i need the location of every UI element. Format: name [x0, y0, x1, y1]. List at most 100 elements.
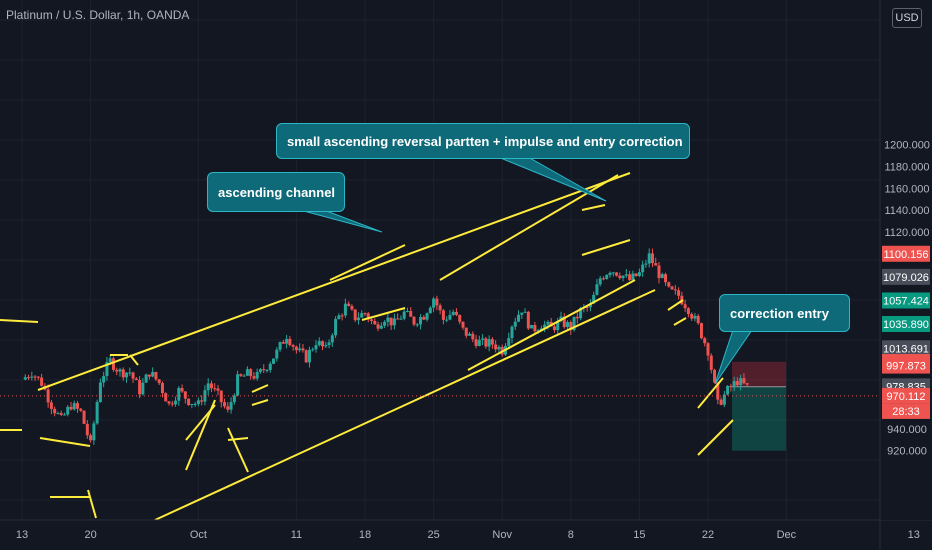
candle-body	[716, 382, 720, 400]
callout-correction-entry[interactable]: correction entry	[719, 294, 850, 332]
trendline	[251, 399, 269, 406]
candle-body	[601, 278, 605, 280]
price-tag-label: 1013.691	[883, 343, 929, 355]
candle-body	[49, 402, 53, 409]
candle-body	[317, 341, 321, 346]
candle-body	[458, 315, 462, 322]
candle-body	[216, 388, 220, 391]
price-tick-label: 920.000	[887, 446, 927, 458]
time-axis[interactable]: 13 20 Oct 11 18 25 Nov 8 15 22 Dec 13	[0, 519, 932, 550]
candle-body	[147, 374, 151, 377]
candle-body	[585, 307, 589, 309]
candle-body	[115, 369, 119, 372]
trendline	[227, 437, 249, 441]
candle-body	[677, 290, 681, 296]
candle-body	[356, 317, 360, 321]
candle-body	[174, 400, 178, 405]
candle-body	[226, 406, 230, 410]
candle-body	[72, 403, 76, 410]
candle-body	[53, 408, 57, 414]
candle-body	[337, 315, 341, 320]
candle-body	[490, 339, 494, 345]
candle-body	[376, 324, 380, 329]
callout-small-pattern[interactable]: small ascending reversal partten + impul…	[276, 123, 690, 159]
callout-small-pattern-text: small ascending reversal partten + impul…	[287, 133, 683, 149]
candle-body	[396, 318, 400, 320]
candle-body	[471, 333, 475, 340]
candle-body	[726, 385, 730, 395]
candle-body	[520, 312, 524, 315]
symbol-title[interactable]: Platinum / U.S. Dollar, 1h, OANDA	[6, 8, 190, 22]
callout-ascending-channel-text: ascending channel	[218, 184, 336, 200]
candle-body	[634, 273, 638, 276]
candle-body	[108, 358, 112, 363]
candle-body	[706, 343, 710, 356]
candle-body	[699, 323, 703, 339]
candle-body	[526, 311, 530, 329]
time-tick-label: 13	[908, 529, 920, 541]
price-tag-label: 970.112	[887, 391, 926, 403]
candle-body	[353, 309, 357, 321]
candle-body	[510, 326, 514, 339]
candle-body	[242, 375, 246, 377]
candle-body	[546, 321, 550, 325]
candle-body	[223, 402, 227, 407]
candle-body	[89, 435, 93, 441]
candle-body	[451, 311, 455, 315]
candle-body	[435, 298, 439, 306]
candle-body	[539, 328, 543, 331]
candle-body	[523, 311, 527, 313]
candle-body	[170, 403, 174, 405]
candle-body	[193, 403, 197, 405]
candle-body	[562, 316, 566, 328]
price-tag-label: 1057.424	[883, 295, 929, 307]
price-tag	[882, 316, 930, 333]
candle-body	[40, 377, 44, 386]
candle-body	[76, 403, 80, 409]
price-tag	[882, 245, 930, 262]
price-tag-label: 1035.890	[883, 319, 929, 331]
candle-body	[745, 383, 749, 385]
candle-body	[304, 350, 308, 363]
candle-body	[27, 377, 31, 379]
candle-body	[732, 381, 736, 388]
candle-body	[650, 253, 654, 264]
candle-body	[255, 371, 259, 379]
candle-body	[366, 313, 370, 320]
candle-body	[105, 362, 109, 376]
candle-body	[95, 402, 99, 424]
candle-body	[533, 325, 537, 332]
currency-button[interactable]: USD	[892, 8, 922, 28]
candle-body	[507, 338, 511, 346]
trendline	[227, 427, 249, 473]
candle-body	[79, 408, 83, 411]
callout-ascending-channel[interactable]: ascending channel	[207, 172, 345, 212]
candle-body	[448, 314, 452, 320]
trendline	[185, 404, 216, 441]
candle-body	[219, 390, 223, 403]
candle-body	[588, 303, 592, 308]
candle-body	[690, 314, 694, 319]
price-tag	[882, 292, 930, 309]
candle-body	[517, 314, 521, 322]
candle-body	[494, 344, 498, 350]
candle-body	[637, 272, 641, 276]
time-tick-label: Dec	[777, 529, 797, 541]
candle-body	[102, 375, 106, 383]
trendline-drawings[interactable]	[0, 172, 734, 521]
candle-body	[438, 305, 442, 311]
long-position-tool[interactable]	[732, 361, 786, 451]
candle-body	[347, 303, 351, 307]
candle-body	[383, 321, 387, 326]
trendline	[467, 279, 636, 371]
candle-body	[575, 316, 579, 319]
candle-body	[363, 313, 367, 315]
price-tick-label: 1160.000	[884, 183, 929, 195]
take-profit-zone	[732, 386, 786, 451]
candle-body	[33, 376, 37, 378]
candle-body	[572, 316, 576, 330]
time-tick-label: 8	[568, 529, 574, 541]
candle-body	[298, 348, 302, 351]
